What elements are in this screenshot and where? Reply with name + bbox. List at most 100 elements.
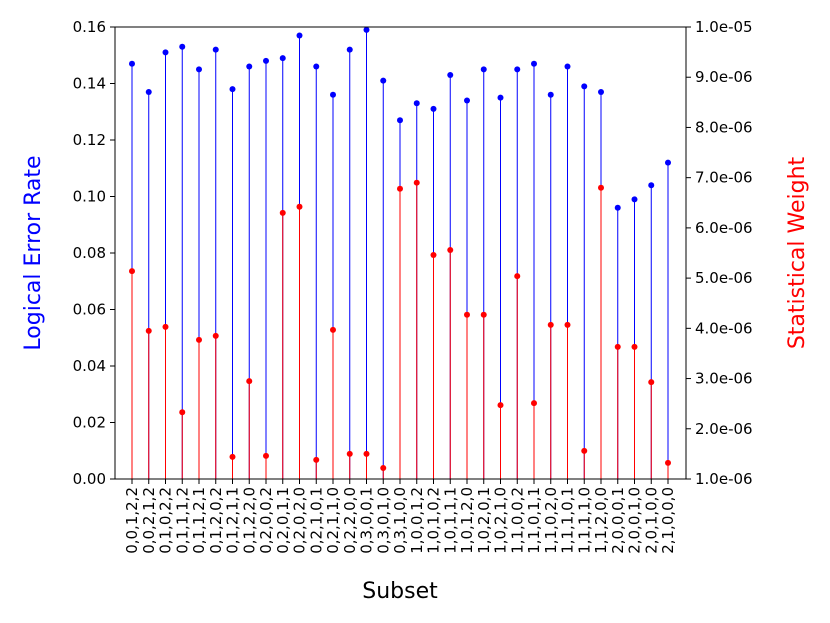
x-tick-label: 0,2,2,0,0	[341, 487, 359, 554]
marker	[330, 326, 336, 333]
marker	[162, 49, 169, 56]
x-tick-label: 0,3,1,0,0	[391, 487, 409, 554]
x-tick-label: 0,1,2,1,1	[224, 487, 242, 554]
x-tick-label: 1,1,0,0,2	[508, 487, 526, 554]
marker	[296, 32, 303, 39]
y2-tick-label: 9.0e-06	[695, 68, 753, 86]
x-tick-label: 0,1,1,2,1	[190, 487, 208, 554]
y-tick-label: 0.12	[73, 131, 106, 149]
marker	[145, 327, 152, 334]
x-tick-label: 0,1,0,2,2	[157, 487, 175, 554]
y2-tick-label: 1.0e-05	[695, 18, 753, 36]
y2-tick-label: 6.0e-06	[695, 219, 753, 237]
marker	[313, 456, 320, 463]
marker	[363, 450, 370, 457]
marker	[397, 117, 403, 124]
marker	[430, 105, 437, 112]
marker	[296, 203, 303, 210]
y2-axis-label: Statistical Weight	[785, 156, 810, 349]
marker	[447, 72, 454, 79]
marker	[464, 97, 470, 104]
plot-frame	[114, 26, 687, 480]
x-tick-label: 2,1,0,0,0	[659, 487, 677, 554]
x-tick-label: 1,1,0,1,1	[525, 487, 543, 554]
marker	[648, 182, 655, 189]
marker	[196, 336, 202, 343]
x-tick-label: 1,0,1,1,1	[441, 487, 459, 554]
y-tick-label: 0.14	[73, 75, 106, 93]
y-axis-label: Logical Error Rate	[21, 155, 46, 350]
x-tick-label: 0,2,0,0,2	[257, 487, 275, 554]
x-tick-label: 0,2,0,2,0	[291, 487, 309, 554]
marker	[531, 400, 537, 407]
marker	[564, 63, 571, 70]
marker	[447, 246, 454, 253]
x-tick-label: 0,1,1,1,2	[173, 487, 191, 554]
y2-tick-label: 2.0e-06	[695, 420, 753, 438]
marker	[480, 311, 487, 318]
marker	[464, 311, 470, 318]
x-tick-label: 0,2,0,1,1	[274, 487, 292, 554]
marker	[397, 185, 403, 192]
marker	[179, 409, 186, 416]
marker	[263, 57, 269, 64]
x-tick-label: 0,3,0,1,0	[374, 487, 392, 554]
marker	[631, 196, 638, 203]
marker	[346, 46, 353, 53]
marker	[514, 273, 521, 280]
marker	[430, 252, 437, 259]
marker	[581, 447, 588, 454]
marker	[129, 268, 135, 275]
x-tick-label: 0,0,2,1,2	[140, 487, 158, 554]
marker	[263, 452, 269, 459]
marker	[179, 43, 186, 50]
marker	[380, 464, 387, 471]
marker	[229, 453, 236, 460]
x-tick-label: 1,0,0,1,2	[408, 487, 426, 554]
marker	[614, 343, 621, 350]
x-tick-label: 1,1,2,0,0	[592, 487, 610, 554]
marker	[665, 459, 671, 466]
y2-tick-label: 5.0e-06	[695, 269, 753, 287]
marker	[413, 100, 420, 107]
x-tick-label: 1,0,2,0,1	[475, 487, 493, 554]
marker	[279, 55, 286, 62]
x-tick-label: 1,1,1,0,1	[559, 487, 577, 554]
y-tick-label: 0.10	[73, 188, 106, 206]
x-tick-label: 0,3,0,0,1	[358, 487, 376, 554]
marker	[480, 66, 487, 73]
marker	[531, 60, 537, 67]
marker	[497, 94, 504, 101]
x-tick-label: 0,2,1,1,0	[324, 487, 342, 554]
marker	[547, 91, 554, 98]
marker	[598, 88, 604, 95]
marker	[598, 184, 604, 191]
marker	[129, 60, 135, 67]
marker	[196, 66, 202, 73]
x-tick-label: 0,0,1,2,2	[123, 487, 141, 554]
marker	[145, 88, 152, 95]
marker	[631, 343, 638, 350]
x-axis-label: Subset	[362, 579, 438, 604]
y-tick-label: 0.04	[73, 357, 106, 375]
x-tick-label: 1,1,1,1,0	[575, 487, 593, 554]
marker	[346, 450, 353, 457]
marker	[246, 63, 253, 70]
y2-tick-label: 4.0e-06	[695, 319, 753, 337]
marker	[514, 66, 521, 73]
marker	[279, 209, 286, 216]
marker	[246, 378, 253, 385]
marker	[363, 26, 370, 33]
x-tick-label: 1,0,1,2,0	[458, 487, 476, 554]
y2-tick-label: 8.0e-06	[695, 118, 753, 136]
marker	[614, 204, 621, 211]
marker	[648, 379, 655, 386]
y-tick-label: 0.16	[73, 18, 106, 36]
x-tick-label: 1,1,0,2,0	[542, 487, 560, 554]
x-tick-label: 2,0,1,0,0	[642, 487, 660, 554]
marker	[497, 402, 504, 409]
x-tick-label: 1,0,1,0,2	[425, 487, 443, 554]
marker	[380, 77, 387, 84]
y-tick-label: 0.06	[73, 301, 106, 319]
x-tick-label: 2,0,0,0,1	[609, 487, 627, 554]
